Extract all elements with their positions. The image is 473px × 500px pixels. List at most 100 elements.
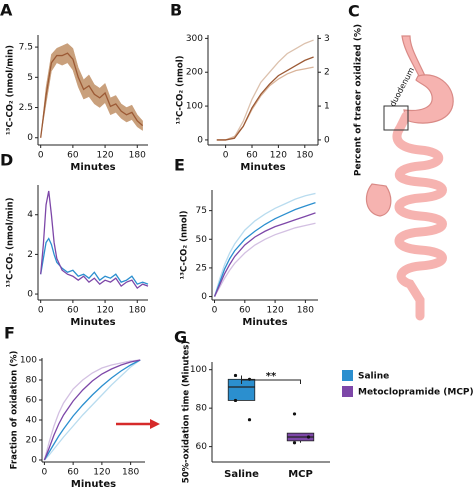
series-line xyxy=(213,201,316,297)
significance-bracket xyxy=(241,379,301,384)
y-tick-label: 200 xyxy=(186,68,203,78)
series-line xyxy=(40,190,149,290)
panel-label: A xyxy=(0,1,13,20)
y-tick-label: 100 xyxy=(20,356,37,366)
y-axis-label: ¹³C-CO₂ (nmol) xyxy=(180,210,190,279)
x-tick-label: 60 xyxy=(246,151,258,161)
y-tick-label: 0 xyxy=(201,292,207,302)
y-tick-label: 7.5 xyxy=(19,43,33,53)
panel-label: F xyxy=(4,324,15,343)
y2-tick-label: 3 xyxy=(324,34,330,44)
significance-label: ** xyxy=(266,371,277,382)
x-tick-label: 180 xyxy=(129,306,146,316)
series-line xyxy=(43,359,141,461)
y-tick-label: 2.5 xyxy=(19,103,33,113)
y2-tick-label: 1 xyxy=(324,102,330,112)
y-tick-label: 100 xyxy=(186,102,203,112)
x-tick-label: 60 xyxy=(67,151,79,161)
panel-label: D xyxy=(0,151,13,170)
x-tick-label: MCP xyxy=(288,469,313,480)
duodenum-box xyxy=(383,105,409,131)
x-tick-label: 60 xyxy=(67,306,79,316)
y-tick-label: 0 xyxy=(197,135,203,145)
legend-swatch xyxy=(342,386,353,397)
diagram-annotation: duodenum xyxy=(388,66,416,108)
y-tick-label: 5 xyxy=(27,73,33,83)
x-tick-label: 180 xyxy=(122,468,139,478)
y-tick-label: 4 xyxy=(27,210,33,220)
x-tick-label: 60 xyxy=(67,468,79,478)
y-tick-label: 75 xyxy=(196,206,207,216)
panel-label: B xyxy=(170,1,182,20)
x-tick-label: 120 xyxy=(93,468,110,478)
x-axis-label: Minutes xyxy=(70,162,115,173)
y2-axis-label: Percent of tracer oxidized (%) xyxy=(354,24,364,176)
series-line xyxy=(216,56,314,141)
y-tick-label: 80 xyxy=(26,376,38,386)
x-tick-label: 0 xyxy=(38,306,44,316)
y-tick-label: 25 xyxy=(196,263,207,273)
y-axis-label: ¹³C-CO₂ (nmol/min) xyxy=(6,197,16,287)
y-tick-label: 2 xyxy=(27,250,33,260)
panel-label: C xyxy=(348,2,360,21)
y-axis-label: ¹³C-CO₂ (nmol/min) xyxy=(6,45,16,135)
x-tick-label: 120 xyxy=(267,306,284,316)
x-tick-label: 180 xyxy=(297,306,314,316)
x-tick-label: 0 xyxy=(42,468,48,478)
x-axis-label: Minutes xyxy=(240,162,285,173)
legend-label: Metoclopramide (MCP) xyxy=(358,388,473,398)
y-tick-label: 0 xyxy=(31,456,37,466)
y-tick-label: 60 xyxy=(26,396,38,406)
y-tick-label: 80 xyxy=(196,404,208,414)
x-axis-label: Minutes xyxy=(70,317,115,328)
data-point xyxy=(233,373,238,378)
legend-swatch xyxy=(342,370,353,381)
box xyxy=(227,378,256,401)
y-axis-label: Fraction of oxidation (%) xyxy=(10,351,20,470)
x-axis-label: Minutes xyxy=(71,479,116,490)
legend-label: Saline xyxy=(358,372,389,382)
y-tick-label: 300 xyxy=(186,34,203,44)
series-line xyxy=(43,359,141,461)
y-tick-label: 40 xyxy=(26,416,38,426)
data-point xyxy=(292,412,297,416)
y-tick-label: 20 xyxy=(26,436,38,446)
x-tick-label: Saline xyxy=(224,469,259,480)
x-tick-label: 60 xyxy=(239,306,251,316)
x-tick-label: 120 xyxy=(96,151,113,161)
y2-tick-label: 0 xyxy=(324,135,330,145)
x-tick-label: 180 xyxy=(296,151,313,161)
intestine xyxy=(392,111,447,321)
y-tick-label: 60 xyxy=(196,442,208,452)
x-axis-label: Minutes xyxy=(242,317,287,328)
series-line xyxy=(40,237,149,285)
series-line xyxy=(43,359,141,461)
data-point xyxy=(233,398,238,403)
stomach xyxy=(403,74,454,124)
series-line xyxy=(216,66,314,141)
x-tick-label: 180 xyxy=(129,151,146,161)
series-line xyxy=(213,222,316,297)
y-tick-label: 0 xyxy=(27,133,33,143)
series-line xyxy=(43,359,141,461)
x-tick-label: 120 xyxy=(270,151,287,161)
x-tick-label: 0 xyxy=(38,151,44,161)
series-line xyxy=(213,212,316,297)
colon-bulge xyxy=(365,183,392,217)
y2-tick-label: 2 xyxy=(324,68,330,78)
data-point xyxy=(306,435,311,439)
y-axis-label: 50%-oxidation time (Minutes) xyxy=(182,341,192,484)
y-tick-label: 50 xyxy=(196,235,208,245)
data-point xyxy=(292,441,297,445)
y-tick-label: 100 xyxy=(190,365,207,375)
y-axis-label: ¹³C-CO₂ (nmol) xyxy=(176,55,186,124)
intestine-diagram xyxy=(365,35,454,321)
x-tick-label: 0 xyxy=(223,151,229,161)
panel-label: G xyxy=(174,328,187,347)
data-point xyxy=(247,418,252,422)
series-line xyxy=(213,192,316,297)
arrow-head xyxy=(150,419,160,429)
x-tick-label: 0 xyxy=(212,306,218,316)
x-tick-label: 120 xyxy=(96,306,113,316)
